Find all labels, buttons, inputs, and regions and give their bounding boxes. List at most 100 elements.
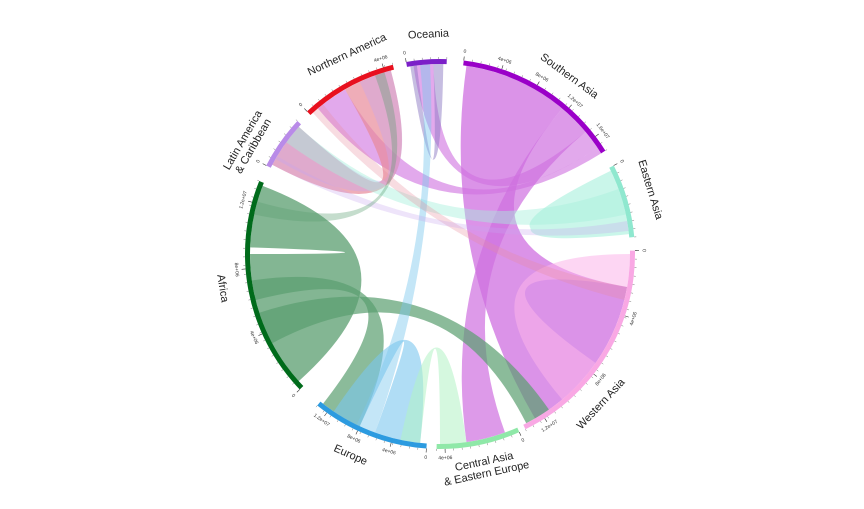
minor-tick [586,383,587,384]
tick-label: 8e+06 [594,372,608,387]
minor-tick [353,77,354,79]
minor-tick [253,316,255,317]
minor-tick [548,417,549,419]
minor-tick [615,341,617,342]
minor-tick [596,135,598,136]
tick-label: 4e+06 [248,330,259,345]
minor-tick [384,65,385,67]
tick-label: 4e+06 [438,455,452,461]
minor-tick [597,370,599,371]
tick-label: 0 [521,437,526,444]
minor-tick [352,429,353,431]
minor-tick [316,406,317,408]
minor-tick [624,188,626,189]
tick-label: 1.6e+07 [595,122,611,140]
minor-tick [332,89,333,91]
minor-tick [611,349,613,350]
minor-tick [621,180,623,181]
tick-label: 1.2e+07 [238,190,249,209]
minor-tick [572,109,573,110]
minor-tick [281,370,283,371]
minor-tick [344,425,345,427]
minor-tick [590,128,592,129]
tick-mark [594,374,597,376]
minor-tick [555,412,556,414]
tick-label: 0 [463,49,467,55]
region-label-eastern-asia: Eastern Asia [635,158,665,221]
tick-mark [248,201,252,202]
minor-tick [292,383,293,384]
tick-label: 8e+06 [233,262,240,277]
minor-tick [330,416,331,418]
minor-tick [257,180,259,181]
minor-tick [267,348,269,349]
tick-label: 8e+06 [346,433,361,444]
minor-tick [530,79,531,81]
tick-mark [502,65,503,69]
minor-tick [274,149,276,150]
minor-tick [254,188,256,189]
minor-tick [489,63,490,65]
tick-mark [382,64,383,68]
minor-tick [495,441,496,443]
tick-mark [390,443,391,447]
tick-label: 0 [290,393,296,399]
minor-tick [276,363,278,364]
minor-tick [369,70,370,72]
minor-tick [617,172,619,173]
minor-tick [621,325,623,326]
region-label-africa: Africa [214,274,230,305]
minor-tick [339,85,340,87]
tick-label: 0 [403,50,407,56]
tick-label: 0 [618,159,625,164]
minor-tick [346,81,347,83]
minor-tick [540,421,541,423]
minor-tick [290,126,292,127]
minor-tick [568,401,569,403]
minor-tick [323,411,324,413]
minor-tick [561,407,562,409]
minor-tick [578,115,579,116]
minor-tick [376,438,377,440]
region-label-central-asia-eastern-europe: Central Asia& Eastern Europe [440,447,530,489]
minor-tick [605,150,607,151]
minor-tick [260,332,262,333]
tick-label: 1.2e+07 [312,413,330,429]
minor-tick [629,204,631,205]
minor-tick [318,99,319,101]
minor-tick [514,72,515,74]
minor-tick [256,324,258,325]
tick-label: 8e+06 [534,71,549,83]
minor-tick [325,94,326,96]
minor-tick [580,389,581,390]
minor-tick [606,356,608,357]
minor-tick [566,103,567,105]
minor-tick [298,389,299,390]
tick-label: 4e+06 [381,447,396,456]
minor-tick [525,429,526,431]
minor-tick [337,420,338,422]
minor-tick [618,333,620,334]
minor-tick [376,68,377,70]
tick-label: 0 [424,455,427,461]
tick-label: 1.2e+07 [566,93,584,110]
tick-mark [258,334,262,336]
region-label-latin-america-caribbean: Latin America& Caribbean [221,108,276,179]
minor-tick [559,98,560,100]
minor-tick [498,66,499,68]
minor-tick [287,377,289,378]
minor-tick [296,120,297,121]
tick-label: 4e+06 [497,56,512,66]
minor-tick [545,88,546,90]
minor-tick [272,355,274,356]
minor-tick [251,308,253,309]
minor-tick [269,156,271,157]
minor-tick [368,435,369,437]
minor-tick [312,104,313,106]
minor-tick [537,83,538,85]
minor-tick [284,134,286,135]
minor-tick [602,363,604,364]
tick-mark [625,316,629,317]
